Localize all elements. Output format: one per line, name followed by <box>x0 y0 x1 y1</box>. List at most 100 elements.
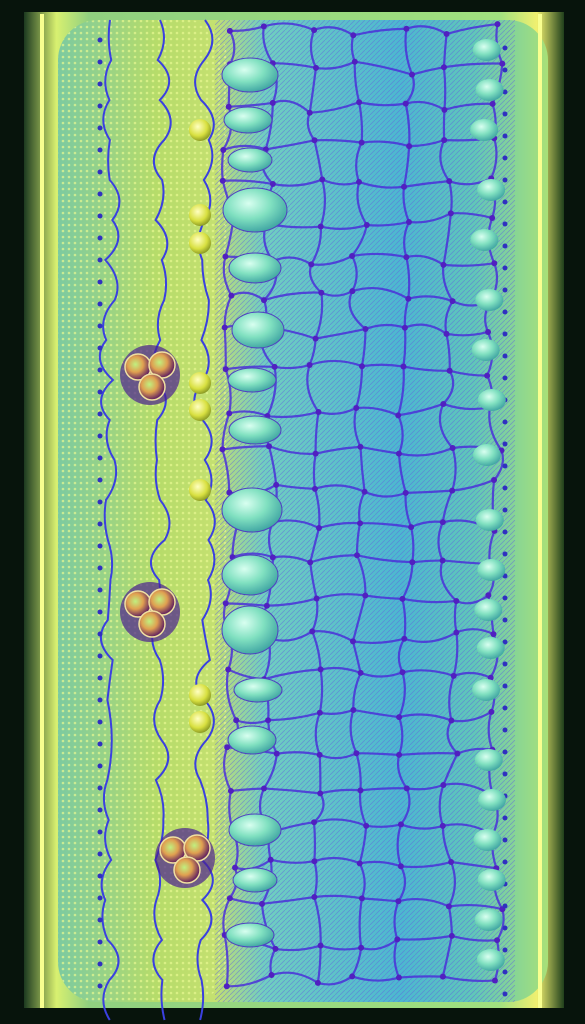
node <box>453 597 460 604</box>
node <box>443 330 450 337</box>
edge-dot <box>97 543 103 549</box>
edge-dot <box>502 705 508 711</box>
edge-dot <box>97 411 103 417</box>
node <box>356 860 363 867</box>
blob <box>231 311 285 349</box>
side-bead <box>471 339 500 361</box>
node <box>440 261 447 268</box>
node <box>317 942 324 949</box>
node <box>490 631 497 638</box>
node <box>489 100 496 107</box>
node <box>350 706 357 713</box>
node <box>396 714 403 721</box>
edge-dot <box>502 67 508 73</box>
node <box>408 524 415 531</box>
node <box>400 363 407 370</box>
blob <box>227 725 277 755</box>
node <box>405 218 412 225</box>
blob <box>228 813 282 847</box>
edge-dot <box>97 455 103 461</box>
node <box>260 23 267 30</box>
node <box>441 106 448 113</box>
edge-dot <box>502 749 508 755</box>
node <box>350 32 357 39</box>
node <box>317 666 324 673</box>
node <box>356 99 363 106</box>
edge-dot <box>97 939 103 945</box>
side-bead <box>472 444 501 466</box>
blob <box>221 554 279 596</box>
side-bead <box>477 389 506 411</box>
blob <box>221 605 279 655</box>
node <box>499 60 506 67</box>
edge-dot <box>502 617 508 623</box>
node <box>357 520 364 527</box>
node <box>485 328 492 335</box>
node <box>401 324 408 331</box>
node <box>357 787 364 794</box>
node <box>449 444 456 451</box>
edge-dot <box>502 991 508 997</box>
side-bead <box>476 637 505 659</box>
node <box>439 519 446 526</box>
yellow-bead <box>189 479 211 501</box>
node <box>273 481 280 488</box>
edge-dot <box>97 719 103 725</box>
node <box>357 669 364 676</box>
edge-dot <box>502 441 508 447</box>
edge-dot <box>97 235 103 241</box>
node <box>263 602 270 609</box>
node <box>402 100 409 107</box>
edge-dot <box>502 815 508 821</box>
edge-dot <box>97 851 103 857</box>
node <box>363 222 370 229</box>
edge-dot <box>502 45 508 51</box>
blob <box>222 187 288 233</box>
beads <box>120 39 506 971</box>
node <box>224 744 231 751</box>
node <box>440 64 447 71</box>
node <box>396 751 403 758</box>
node <box>397 863 404 870</box>
node <box>318 289 325 296</box>
node <box>316 751 323 758</box>
edge-dot <box>502 727 508 733</box>
edge-dot <box>502 243 508 249</box>
node <box>358 139 365 146</box>
edge-dot <box>502 419 508 425</box>
node <box>313 595 320 602</box>
edge-highlight <box>40 14 44 1008</box>
edge-dot <box>97 433 103 439</box>
node <box>362 592 369 599</box>
edge-dot <box>97 565 103 571</box>
edge-dot <box>97 37 103 43</box>
node <box>441 137 448 144</box>
edge-dot <box>502 485 508 491</box>
node <box>309 628 316 635</box>
node <box>494 21 501 28</box>
node <box>491 977 498 984</box>
node <box>219 446 226 453</box>
side-bead <box>470 119 499 141</box>
node <box>312 335 319 342</box>
node <box>488 708 495 715</box>
trio-bead <box>138 373 166 401</box>
node <box>448 932 455 939</box>
node <box>405 295 412 302</box>
edge-dot <box>97 345 103 351</box>
edge-dot <box>97 521 103 527</box>
edge-dot <box>502 903 508 909</box>
node <box>261 297 268 304</box>
edge-dot <box>502 309 508 315</box>
node <box>265 717 272 724</box>
edge-dot <box>502 771 508 777</box>
node <box>269 181 276 188</box>
node <box>357 443 364 450</box>
node <box>266 443 273 450</box>
edge-dot <box>502 133 508 139</box>
node <box>353 750 360 757</box>
yellow-bead <box>189 119 211 141</box>
edge-dot <box>97 279 103 285</box>
node <box>273 750 280 757</box>
edge-dot <box>97 697 103 703</box>
